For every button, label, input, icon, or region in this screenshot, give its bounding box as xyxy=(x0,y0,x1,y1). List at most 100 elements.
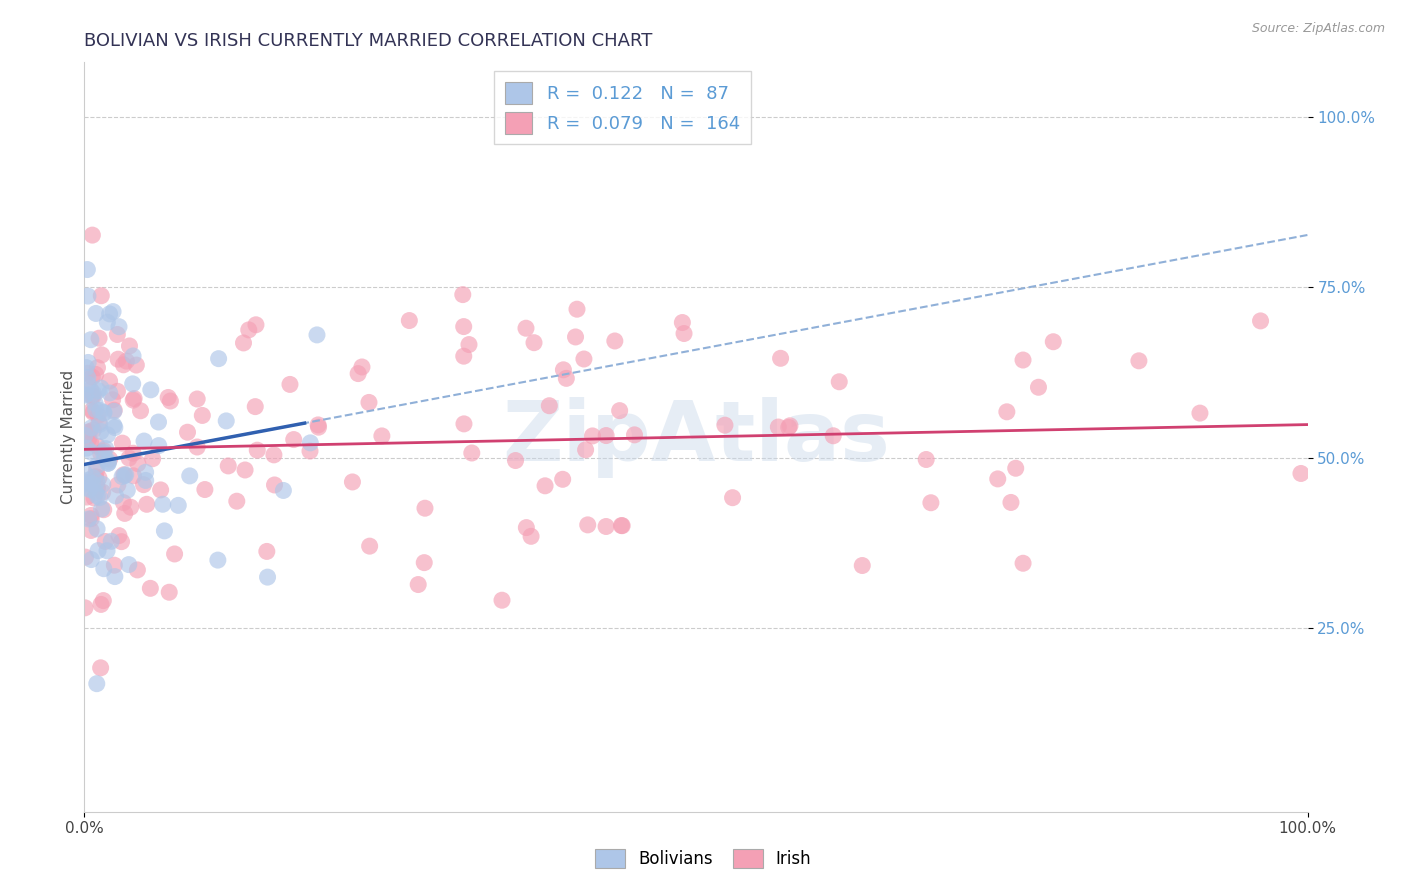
Point xyxy=(96,315,118,329)
Point xyxy=(93,405,115,419)
Point xyxy=(595,519,617,533)
Point xyxy=(451,287,474,301)
Point xyxy=(94,451,117,466)
Point xyxy=(920,496,942,510)
Point xyxy=(82,370,104,384)
Point xyxy=(256,570,278,584)
Point xyxy=(82,228,104,243)
Point xyxy=(90,425,112,439)
Point xyxy=(114,468,136,483)
Point xyxy=(80,524,103,538)
Point xyxy=(238,323,260,337)
Point xyxy=(111,436,134,450)
Point xyxy=(84,469,107,483)
Point xyxy=(111,469,134,483)
Point xyxy=(75,387,97,401)
Point xyxy=(79,425,101,439)
Point xyxy=(100,534,122,549)
Point xyxy=(93,443,115,458)
Point xyxy=(90,447,112,461)
Point xyxy=(167,499,190,513)
Point xyxy=(163,547,186,561)
Point xyxy=(299,435,322,450)
Point xyxy=(87,409,110,423)
Point xyxy=(453,349,475,363)
Point xyxy=(82,423,104,437)
Point xyxy=(108,528,131,542)
Point xyxy=(572,351,595,366)
Text: BOLIVIAN VS IRISH CURRENTLY MARRIED CORRELATION CHART: BOLIVIAN VS IRISH CURRENTLY MARRIED CORR… xyxy=(84,32,652,50)
Point xyxy=(406,577,429,591)
Point xyxy=(132,477,155,491)
Point xyxy=(152,497,174,511)
Point xyxy=(87,384,110,398)
Point xyxy=(1188,406,1211,420)
Point xyxy=(98,386,121,401)
Point xyxy=(159,394,181,409)
Point xyxy=(565,302,588,317)
Point xyxy=(612,518,634,533)
Point xyxy=(246,443,269,458)
Point xyxy=(515,321,537,335)
Point xyxy=(278,377,301,392)
Point xyxy=(215,414,238,428)
Point xyxy=(714,418,737,433)
Point xyxy=(94,534,117,549)
Point xyxy=(555,371,578,385)
Point xyxy=(125,358,148,372)
Point xyxy=(90,661,112,675)
Point xyxy=(73,467,96,481)
Point xyxy=(80,436,103,450)
Point xyxy=(97,454,120,468)
Point xyxy=(84,396,107,410)
Point xyxy=(103,558,125,573)
Point xyxy=(828,375,851,389)
Point xyxy=(453,417,475,431)
Point xyxy=(76,473,98,487)
Point xyxy=(112,495,135,509)
Point xyxy=(915,452,938,467)
Point xyxy=(453,319,475,334)
Point xyxy=(117,483,139,498)
Point xyxy=(157,391,180,405)
Point xyxy=(82,386,104,401)
Point xyxy=(398,313,420,327)
Point xyxy=(84,402,107,417)
Point xyxy=(86,522,108,536)
Point xyxy=(104,420,127,434)
Point xyxy=(191,409,214,423)
Point xyxy=(595,428,617,442)
Point xyxy=(77,289,100,303)
Point xyxy=(89,417,111,432)
Point xyxy=(461,446,484,460)
Point xyxy=(179,469,201,483)
Point xyxy=(122,349,145,363)
Point xyxy=(553,363,575,377)
Text: Source: ZipAtlas.com: Source: ZipAtlas.com xyxy=(1251,22,1385,36)
Point xyxy=(263,478,285,492)
Point xyxy=(122,392,145,406)
Point xyxy=(273,483,295,498)
Point xyxy=(122,468,145,483)
Point xyxy=(80,512,103,526)
Point xyxy=(114,507,136,521)
Point xyxy=(132,434,155,448)
Point xyxy=(207,351,229,366)
Point xyxy=(80,508,103,523)
Legend: Bolivians, Irish: Bolivians, Irish xyxy=(588,842,818,875)
Point xyxy=(80,552,103,566)
Point xyxy=(87,331,110,345)
Point xyxy=(1012,353,1035,368)
Point xyxy=(245,318,267,332)
Legend: R =  0.122   N =  87, R =  0.079   N =  164: R = 0.122 N = 87, R = 0.079 N = 164 xyxy=(495,71,751,145)
Point xyxy=(142,451,165,466)
Point xyxy=(86,475,108,489)
Point xyxy=(90,348,112,362)
Point xyxy=(283,433,305,447)
Point xyxy=(129,404,152,418)
Point xyxy=(122,393,145,408)
Point xyxy=(135,474,157,488)
Point xyxy=(114,467,136,482)
Point xyxy=(90,289,112,303)
Point xyxy=(135,465,157,479)
